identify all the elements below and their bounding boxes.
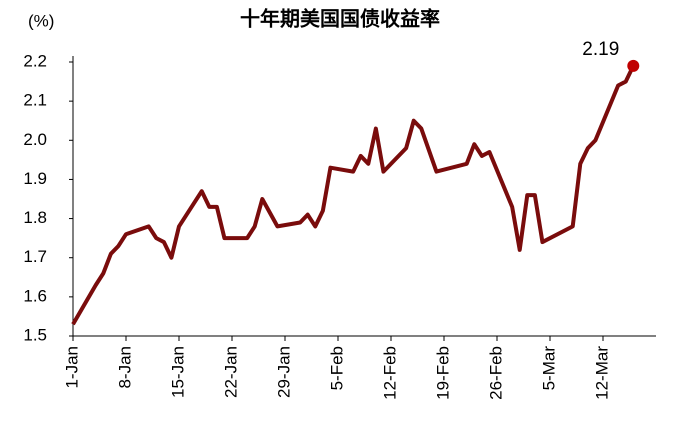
x-tick-label: 22-Jan	[221, 346, 240, 398]
y-tick-label: 1.7	[23, 247, 47, 266]
value-label: 2.19	[582, 39, 619, 60]
x-tick-label: 8-Jan	[115, 346, 134, 389]
series-line	[71, 65, 636, 326]
x-tick-label: 29-Jan	[274, 346, 293, 398]
x-tick-label: 12-Mar	[592, 346, 611, 400]
x-tick-label: 19-Feb	[433, 346, 452, 400]
chart-title: 十年期美国国债收益率	[240, 6, 440, 30]
highlight-point	[627, 59, 640, 72]
y-tick-label: 1.9	[23, 169, 47, 188]
x-tick-label: 12-Feb	[380, 346, 399, 400]
y-tick-label: 2.1	[23, 91, 47, 110]
x-tick-label: 5-Mar	[539, 346, 558, 391]
x-tick-label: 5-Feb	[327, 346, 346, 390]
y-unit: (%)	[28, 11, 54, 30]
x-tick-label: 15-Jan	[168, 346, 187, 398]
y-tick-label: 2.2	[23, 51, 47, 70]
y-tick-label: 1.8	[23, 208, 47, 227]
x-tick-label: 1-Jan	[62, 346, 81, 389]
y-tick-label: 2.0	[23, 130, 47, 149]
x-tick-label: 26-Feb	[486, 346, 505, 400]
y-tick-label: 1.5	[23, 325, 47, 344]
y-tick-label: 1.6	[23, 286, 47, 305]
